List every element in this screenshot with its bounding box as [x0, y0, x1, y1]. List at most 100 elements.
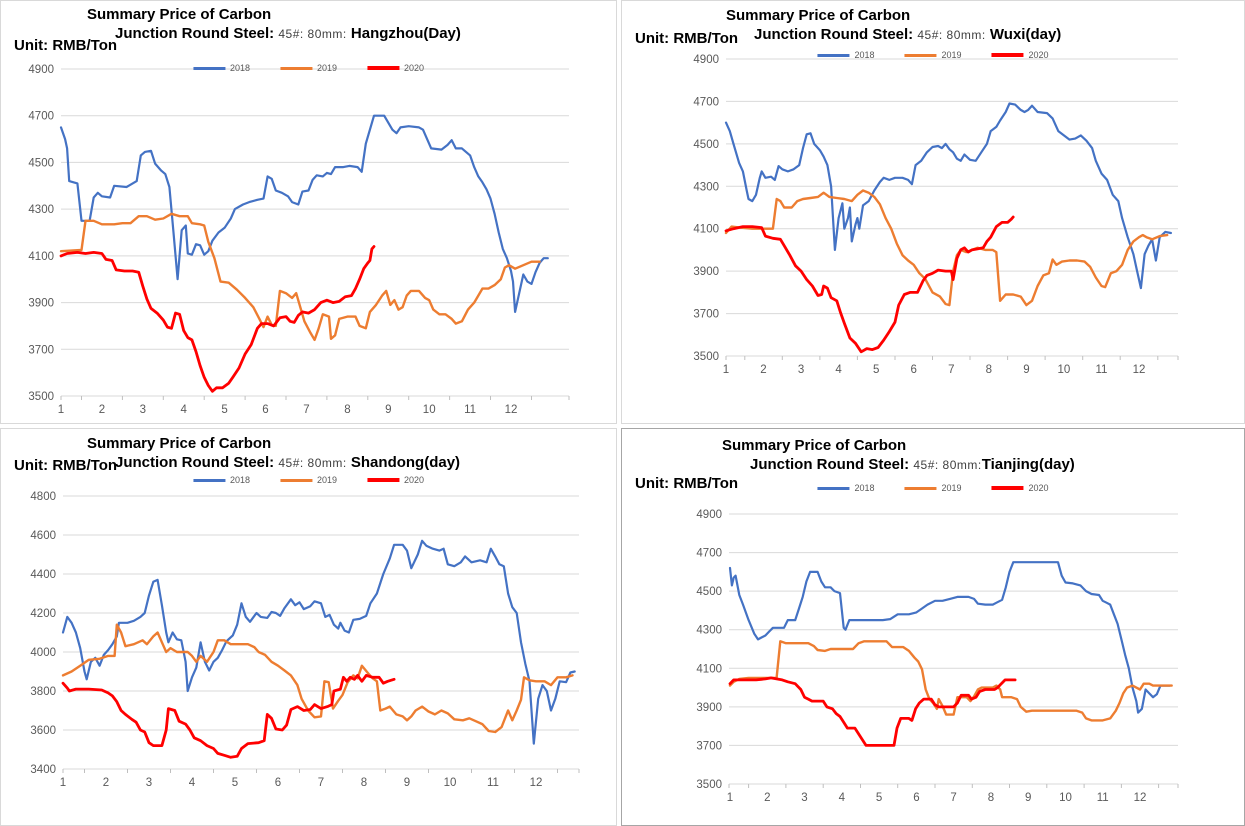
x-axis-tick-label: 9 [385, 404, 391, 416]
legend-label-2018: 2018 [854, 483, 875, 493]
series-line-2018 [728, 561, 1171, 714]
x-axis-tick-label: 5 [876, 792, 882, 804]
x-axis-tick-label: 2 [764, 792, 770, 804]
chart-title-city: Shandong(day) [350, 454, 461, 471]
legend-item-2019: 2019 [904, 483, 962, 493]
x-axis-tick-label: 1 [723, 364, 729, 376]
series-line-2019 [61, 623, 574, 734]
x-axis-tick-label: 10 [423, 404, 436, 416]
x-axis-tick-label: 10 [444, 777, 457, 789]
chart-title-product: Junction Round Steel: [750, 456, 910, 473]
x-axis-tick-label: 1 [58, 404, 64, 416]
legend-label-2018: 2018 [229, 475, 250, 485]
chart-title-line1: Summary Price of Carbon [722, 437, 907, 454]
y-axis-tick-label: 3900 [693, 266, 719, 278]
legend-label-2018: 2018 [229, 63, 250, 73]
chart-title-city: Hangzhou(Day) [350, 25, 461, 42]
y-axis-tick-label: 4500 [693, 139, 719, 151]
x-axis-tick-label: 3 [146, 777, 152, 789]
series-line-2019 [724, 189, 1169, 307]
chart-title-line2: Junction Round Steel: 45#: 80mm: Shandon… [115, 453, 460, 473]
chart-title-spec: 45#: 80mm: [917, 28, 986, 42]
x-axis-tick-label: 7 [950, 792, 956, 804]
y-axis-tick-label: 4700 [28, 111, 54, 123]
legend-swatch-2019 [279, 478, 312, 482]
y-axis-tick-label: 4900 [693, 54, 719, 66]
chart-title-city: Tianjing(day) [981, 456, 1075, 473]
chart-panel-hangzhou: Summary Price of Carbon Junction Round S… [0, 0, 617, 424]
series-line-2020 [728, 676, 1017, 747]
chart-title: Summary Price of Carbon Junction Round S… [87, 434, 460, 473]
legend-swatch-2020 [367, 478, 400, 482]
y-axis-tick-label: 4700 [693, 96, 719, 108]
legend-label-2020: 2020 [1028, 483, 1049, 493]
x-axis-tick-label: 6 [262, 404, 268, 416]
legend-swatch-2018 [817, 53, 850, 57]
legend-swatch-2018 [817, 486, 850, 490]
y-axis-tick-label: 4700 [696, 548, 722, 560]
legend-item-2018: 2018 [192, 475, 250, 485]
y-axis-tick-label: 3900 [28, 298, 54, 310]
legend-swatch-2020 [991, 486, 1024, 490]
unit-label: Unit: RMB/Ton [635, 475, 739, 492]
y-axis-tick-label: 4100 [28, 251, 54, 263]
legend-item-2018: 2018 [817, 50, 874, 60]
legend-swatch-2018 [192, 66, 225, 70]
y-axis-tick-label: 3500 [28, 391, 54, 403]
chart-title-line2: Junction Round Steel: 45#: 80mm: Hangzho… [115, 24, 461, 44]
chart-title-city: Wuxi(day) [989, 26, 1062, 43]
x-axis-tick-label: 12 [505, 404, 518, 416]
y-axis-tick-label: 4000 [30, 647, 56, 659]
y-axis-tick-label: 4100 [693, 224, 719, 236]
y-axis-tick-label: 4100 [696, 663, 722, 675]
x-axis-tick-label: 6 [913, 792, 919, 804]
legend: 2018 2019 2020 [192, 63, 424, 73]
x-axis-tick-label: 10 [1058, 364, 1071, 376]
y-axis-tick-label: 3700 [696, 740, 722, 752]
legend-label-2020: 2020 [404, 475, 425, 485]
x-axis-tick-label: 5 [221, 404, 227, 416]
legend-item-2019: 2019 [279, 475, 338, 485]
y-axis-tick-label: 3400 [30, 764, 56, 776]
x-axis-tick-label: 4 [835, 364, 842, 376]
x-axis-tick-label: 5 [232, 777, 238, 789]
x-axis-tick-label: 9 [404, 777, 410, 789]
legend-item-2019: 2019 [279, 63, 337, 73]
y-axis-tick-label: 4800 [30, 491, 56, 503]
legend-item-2018: 2018 [192, 63, 250, 73]
x-axis-tick-label: 4 [180, 404, 187, 416]
x-axis-tick-label: 3 [798, 364, 804, 376]
chart-title-line1: Summary Price of Carbon [87, 435, 272, 452]
y-axis-tick-label: 4200 [30, 608, 56, 620]
chart-title-product: Junction Round Steel: [115, 454, 275, 471]
legend-label-2019: 2019 [316, 475, 338, 485]
legend-label-2020: 2020 [1028, 50, 1049, 60]
x-axis-tick-label: 7 [318, 777, 324, 789]
unit-label: Unit: RMB/Ton [14, 37, 118, 54]
legend-label-2019: 2019 [941, 483, 962, 493]
x-axis-tick-label: 8 [986, 364, 992, 376]
y-axis-tick-label: 4900 [696, 509, 722, 521]
legend: 2018 2019 2020 [192, 475, 425, 485]
x-axis-tick-label: 6 [910, 364, 916, 376]
x-axis-tick-label: 11 [1096, 364, 1108, 376]
series-line-2019 [728, 640, 1173, 722]
y-axis-tick-label: 4300 [28, 204, 54, 216]
chart-title: Summary Price of Carbon Junction Round S… [87, 5, 461, 44]
x-axis-tick-label: 8 [361, 777, 367, 789]
y-axis-tick-label: 4600 [30, 530, 56, 542]
y-axis-tick-label: 3900 [696, 702, 722, 714]
chart-title-line2: Junction Round Steel: 45#: 80mm:Tianjing… [750, 455, 1075, 475]
series-line-2020 [724, 215, 1015, 354]
x-axis-tick-label: 8 [988, 792, 994, 804]
x-axis-tick-label: 12 [1133, 364, 1146, 376]
y-axis-tick-label: 3700 [693, 309, 719, 321]
unit-label: Unit: RMB/Ton [635, 30, 739, 47]
chart-title-product: Junction Round Steel: [754, 26, 914, 43]
y-axis-tick-label: 3700 [28, 344, 54, 356]
chart-panel-wuxi: Summary Price of Carbon Junction Round S… [621, 0, 1245, 424]
y-axis-tick-label: 3800 [30, 686, 56, 698]
